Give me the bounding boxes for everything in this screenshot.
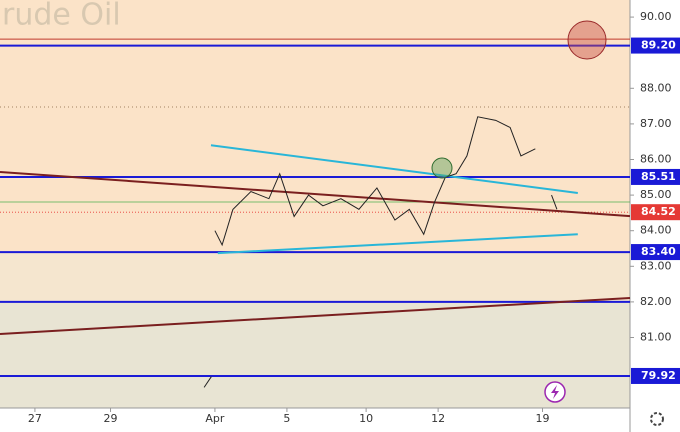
x-tick-label: 12 <box>431 412 445 425</box>
y-tick-label: 84.00 <box>640 224 672 237</box>
level-label-box <box>631 244 680 261</box>
x-tick-label: Apr <box>205 412 225 425</box>
x-tick-label: 5 <box>283 412 290 425</box>
level-label-box <box>631 37 680 54</box>
y-tick-label: 81.00 <box>640 331 672 344</box>
zone-lower <box>0 302 630 408</box>
x-tick-label: 27 <box>28 412 42 425</box>
y-tick-label: 87.00 <box>640 117 672 130</box>
zone-upper <box>0 0 630 252</box>
breakout-circle <box>431 157 453 179</box>
price-line <box>214 116 536 247</box>
trend-line <box>0 170 631 218</box>
level-label: 89.20 <box>641 39 676 52</box>
x-tick-label: 19 <box>536 412 550 425</box>
y-tick-label: 85.00 <box>640 188 672 201</box>
level-label: 83.40 <box>641 245 676 258</box>
level-label-box <box>631 367 680 384</box>
y-tick-label: 82.00 <box>640 295 672 308</box>
x-axis-area <box>0 408 630 432</box>
watermark-title: rude Oil <box>2 0 121 33</box>
zone-middle <box>0 252 630 302</box>
trend-line <box>210 144 578 194</box>
price-line <box>551 194 558 210</box>
plot <box>0 38 631 388</box>
last-price-label: 84.52 <box>641 205 676 218</box>
trend-line <box>217 233 578 255</box>
x-tick-label: 29 <box>104 412 118 425</box>
target-circle <box>567 20 607 60</box>
y-tick-label: 83.00 <box>640 259 672 272</box>
level-label-box <box>631 168 680 185</box>
y-tick-label: 86.00 <box>640 152 672 165</box>
last-price-box <box>631 204 680 221</box>
x-tick-label: 10 <box>359 412 373 425</box>
y-tick-label: 90.00 <box>640 10 672 23</box>
alert-icon <box>551 385 559 399</box>
level-label: 85.51 <box>641 170 676 183</box>
settings-button[interactable] <box>650 412 664 426</box>
price-line <box>203 376 212 388</box>
level-label: 79.92 <box>641 369 676 382</box>
y-tick-label: 88.00 <box>640 81 672 94</box>
trend-line <box>0 296 631 335</box>
